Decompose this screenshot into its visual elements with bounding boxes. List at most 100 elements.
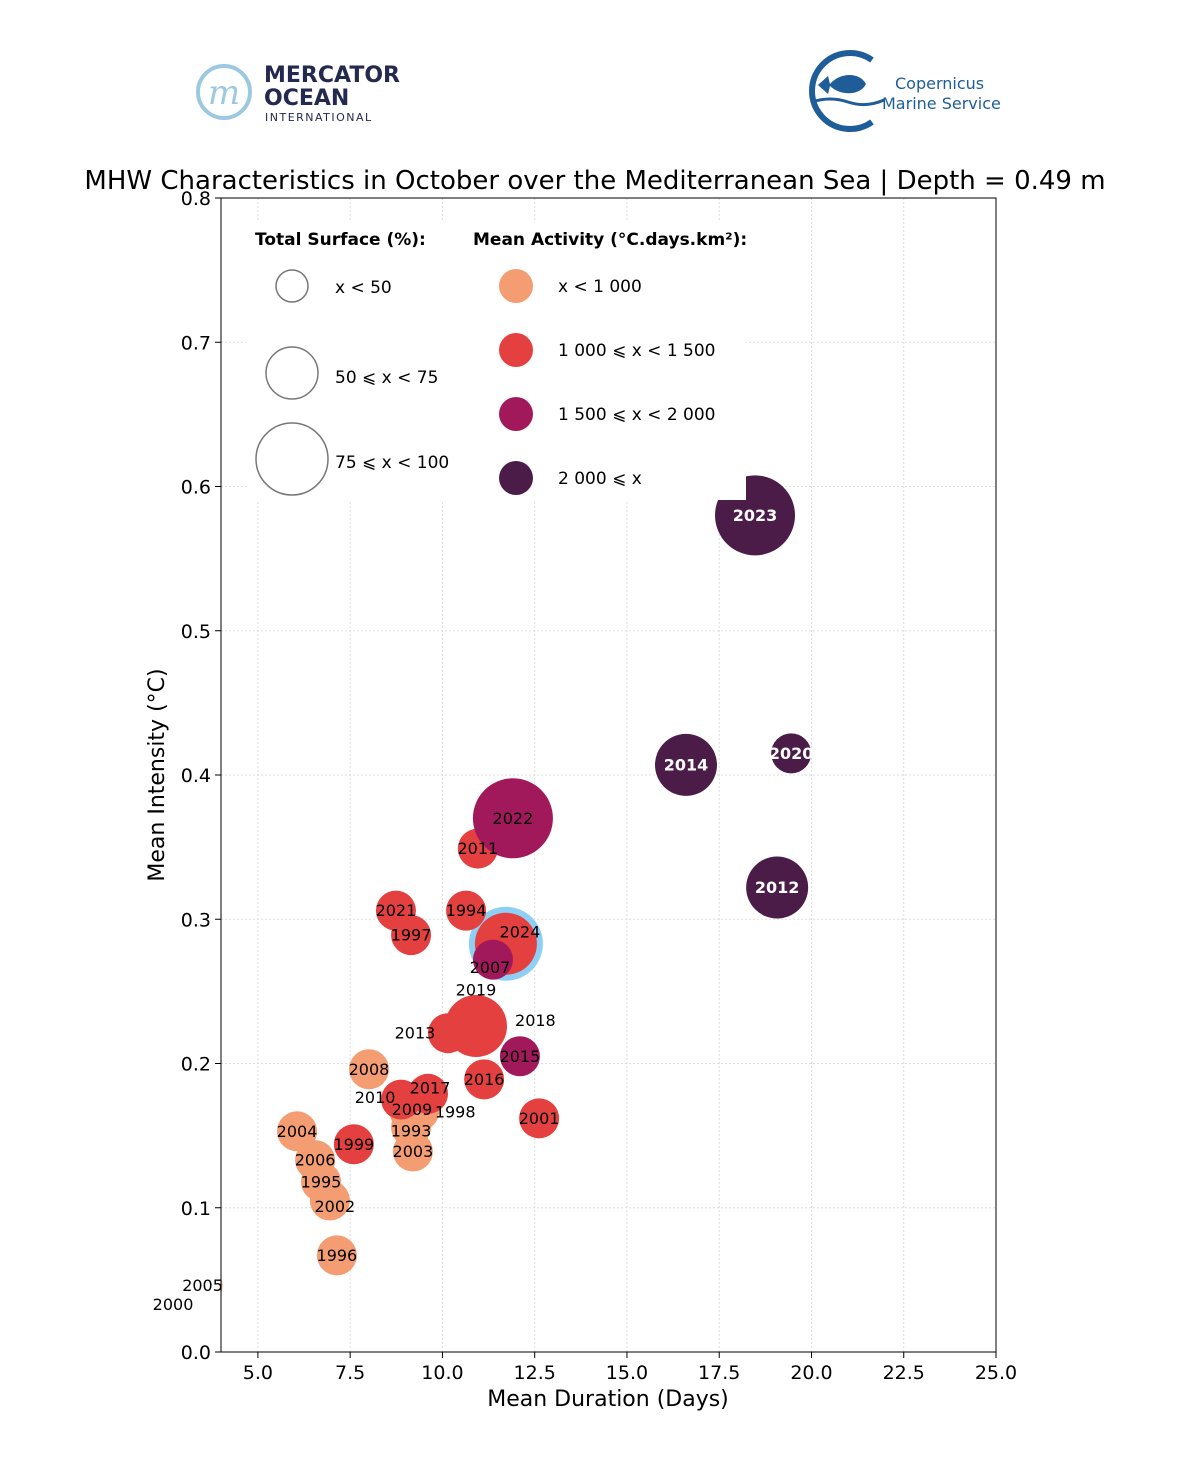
- legend-color-marker: [499, 333, 533, 367]
- chart-title: MHW Characteristics in October over the …: [84, 166, 1105, 196]
- point-label-2019: 2019: [456, 980, 497, 999]
- point-2021: [375, 890, 416, 931]
- mercator-line1: MERCATOR: [264, 63, 400, 88]
- point-label-1993: 1993: [391, 1121, 432, 1140]
- point-label-2016: 2016: [464, 1070, 505, 1089]
- legend-color-label: x < 1 000: [558, 277, 642, 297]
- mercator-ocean-logo: m MERCATOR OCEAN INTERNATIONAL: [196, 63, 400, 124]
- mercator-logo-ring: [196, 64, 252, 120]
- mercator-line3: INTERNATIONAL: [265, 111, 373, 124]
- y-tick-label: 0.0: [181, 1342, 211, 1364]
- x-tick-label: 5.0: [243, 1362, 273, 1384]
- legend-size-marker-large: [255, 422, 329, 496]
- legend-size-label: x < 50: [335, 278, 392, 298]
- mercator-line2: OCEAN: [264, 86, 349, 111]
- copernicus-logo-arc: [809, 50, 874, 132]
- point-label-2023: 2023: [733, 506, 778, 525]
- point-label-2004: 2004: [277, 1122, 318, 1141]
- legend-color-marker: [499, 397, 533, 431]
- legend-size-label: 75 ⩽ x < 100: [335, 453, 449, 473]
- x-tick-label: 17.5: [698, 1362, 740, 1384]
- point-2022: [472, 778, 553, 859]
- x-tick-label: 12.5: [514, 1362, 556, 1384]
- legend-color-label: 2 000 ⩽ x: [558, 469, 642, 489]
- point-label-2008: 2008: [349, 1060, 390, 1079]
- x-tick-label: 7.5: [335, 1362, 365, 1384]
- point-1996: [316, 1235, 357, 1276]
- point-label-1999: 1999: [333, 1135, 374, 1154]
- point-label-2003: 2003: [393, 1142, 434, 1161]
- point-label-2012: 2012: [755, 878, 800, 897]
- point-label-2015: 2015: [500, 1047, 541, 1066]
- point-label-2007: 2007: [470, 958, 511, 977]
- y-tick-label: 0.3: [181, 909, 211, 931]
- legend-color-title: Mean Activity (°C.days.km²):: [473, 230, 747, 250]
- point-2006: [295, 1140, 336, 1181]
- y-tick-label: 0.4: [181, 765, 211, 787]
- y-tick-label: 0.6: [181, 477, 211, 499]
- legend-size-title: Total Surface (%):: [255, 230, 426, 250]
- legend-color-marker: [499, 461, 533, 495]
- point-label-2022: 2022: [493, 809, 534, 828]
- point-label-2013: 2013: [395, 1024, 436, 1043]
- y-tick-label: 0.5: [181, 621, 211, 643]
- y-tick-label: 0.2: [181, 1054, 211, 1076]
- point-2020: [771, 733, 812, 774]
- point-2014: [655, 733, 717, 796]
- legend-color-label: 1 000 ⩽ x < 1 500: [558, 341, 716, 361]
- legend-color-label: 1 500 ⩽ x < 2 000: [558, 405, 716, 425]
- wave-icon: [811, 97, 885, 107]
- point-label-2000: 2000: [153, 1295, 194, 1314]
- point-2007: [472, 939, 513, 980]
- point-2019: [445, 994, 508, 1057]
- x-tick-label: 25.0: [975, 1362, 1017, 1384]
- axis-ticks: 5.0 7.5 10.0 12.5 15.0 17.5 20.0 22.5 25.0 0.0 0.1…: [181, 188, 1017, 1384]
- point-2012: [746, 856, 809, 919]
- copernicus-line2: Marine Service: [882, 94, 1001, 113]
- point-label-2005: 2005: [182, 1276, 223, 1295]
- point-2017: [408, 1073, 449, 1114]
- point-label-1996: 1996: [317, 1246, 358, 1265]
- legend-color-marker: [499, 269, 533, 303]
- point-label-2018: 2018: [515, 1011, 556, 1030]
- point-label-2020: 2020: [769, 744, 814, 763]
- legend-size-label: 50 ⩽ x < 75: [335, 368, 438, 388]
- point-label-1994: 1994: [446, 901, 487, 920]
- point-label-2006: 2006: [295, 1151, 336, 1170]
- point-label-1997: 1997: [391, 926, 432, 945]
- point-label-2017: 2017: [410, 1078, 451, 1097]
- point-2008: [348, 1049, 389, 1090]
- fish-icon: [818, 75, 866, 94]
- copernicus-line1: Copernicus: [895, 74, 984, 93]
- legend: Total Surface (%): Mean Activity (°C.day…: [246, 222, 747, 500]
- x-tick-label: 10.0: [421, 1362, 463, 1384]
- mercator-logo-m: m: [208, 73, 240, 113]
- point-label-2014: 2014: [664, 755, 709, 774]
- y-tick-label: 0.7: [181, 332, 211, 354]
- point-label-2011: 2011: [457, 839, 498, 858]
- legend-background: [246, 222, 746, 500]
- point-label-1995: 1995: [301, 1172, 342, 1191]
- legend-size-marker-small: [275, 269, 309, 303]
- point-label-2021: 2021: [376, 901, 417, 920]
- x-tick-label: 20.0: [790, 1362, 832, 1384]
- point-label-2010: 2010: [355, 1088, 396, 1107]
- point-1994: [446, 890, 487, 931]
- point-label-2024: 2024: [500, 922, 541, 941]
- legend-size-marker-medium: [265, 346, 319, 400]
- point-label-2009: 2009: [392, 1100, 433, 1119]
- y-tick-label: 0.8: [181, 188, 211, 210]
- y-axis-label: Mean Intensity (°C): [145, 668, 170, 881]
- point-label-2001: 2001: [519, 1109, 560, 1128]
- y-tick-label: 0.1: [181, 1198, 211, 1220]
- point-2004: [277, 1111, 318, 1152]
- point-2016: [464, 1059, 505, 1100]
- copernicus-marine-logo: Copernicus Marine Service: [809, 50, 1001, 132]
- x-tick-label: 15.0: [606, 1362, 648, 1384]
- point-2001: [519, 1098, 560, 1139]
- point-1999: [333, 1124, 374, 1165]
- point-2015: [499, 1036, 540, 1077]
- x-axis-label: Mean Duration (Days): [487, 1387, 729, 1412]
